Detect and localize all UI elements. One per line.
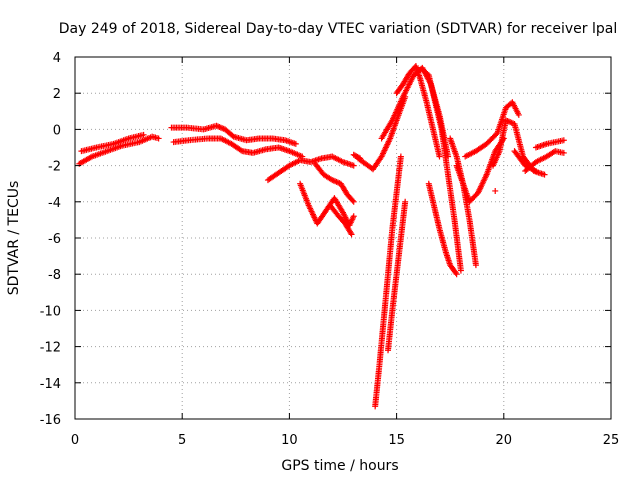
series-track [393,63,443,160]
data-point [560,149,567,156]
data-point [349,197,356,204]
data-points [76,63,567,410]
data-point [299,153,306,160]
y-tick-label: -10 [40,304,61,319]
data-point [492,187,499,194]
data-point [292,140,299,147]
series-track [511,148,539,175]
series-track [425,180,460,278]
data-point [402,198,409,205]
y-tick-label: -12 [40,341,61,356]
data-point [237,147,244,154]
data-point [532,168,539,175]
y-tick-label: -6 [48,232,61,247]
x-tick-label: 20 [496,433,513,448]
data-point [350,198,357,205]
y-tick-label: -4 [48,196,61,211]
data-point [140,131,147,138]
x-tick-label: 25 [603,433,620,448]
data-point [397,153,404,160]
data-point [347,230,354,237]
series-track [350,151,364,162]
data-point [472,262,479,269]
series-track [327,202,355,238]
series-track [462,99,522,160]
series-track [312,160,357,205]
data-point [453,271,460,278]
series-track [372,153,404,410]
data-point [541,171,548,178]
data-point [355,154,362,161]
data-point [452,269,459,276]
x-tick-labels: 0 5 10 15 20 25 [71,433,619,448]
series-track [170,135,306,160]
x-tick-label: 10 [281,433,298,448]
y-tick-label: -2 [48,160,61,175]
x-tick-label: 5 [178,433,186,448]
grid [75,57,611,419]
series-track [168,122,299,147]
x-tick-label: 0 [71,433,79,448]
data-point [436,153,443,160]
data-point [350,213,357,220]
series-track [419,66,464,274]
chart-title: Day 249 of 2018, Sidereal Day-to-day VTE… [59,21,617,37]
series-track [453,135,507,205]
series-track [522,148,567,175]
data-point [560,137,567,144]
data-point [348,231,355,238]
data-point [350,162,357,169]
y-tick-labels: -16 -14 -12 -10 -8 -6 -4 -2 0 2 4 [40,51,61,428]
series-track [78,131,147,155]
y-tick-label: 0 [53,123,61,138]
data-point [457,267,464,274]
series-track [492,187,499,194]
series-track [76,133,162,167]
x-axis-label: GPS time / hours [281,458,398,474]
series-track [490,117,548,178]
data-point [357,155,364,162]
series-track [297,180,357,229]
data-point [515,111,522,118]
y-tick-label: 2 [53,87,61,102]
y-tick-label: -8 [48,268,61,283]
x-tick-label: 15 [388,433,405,448]
y-axis-label: SDTVAR / TECUs [6,181,22,296]
y-tick-label: -14 [40,377,61,392]
series-track [532,137,567,151]
series-track [264,153,357,184]
axis-ticks [74,56,612,420]
y-tick-label: -16 [40,413,61,428]
y-tick-label: 4 [53,51,61,66]
series-track [385,198,409,354]
data-point [155,135,162,142]
